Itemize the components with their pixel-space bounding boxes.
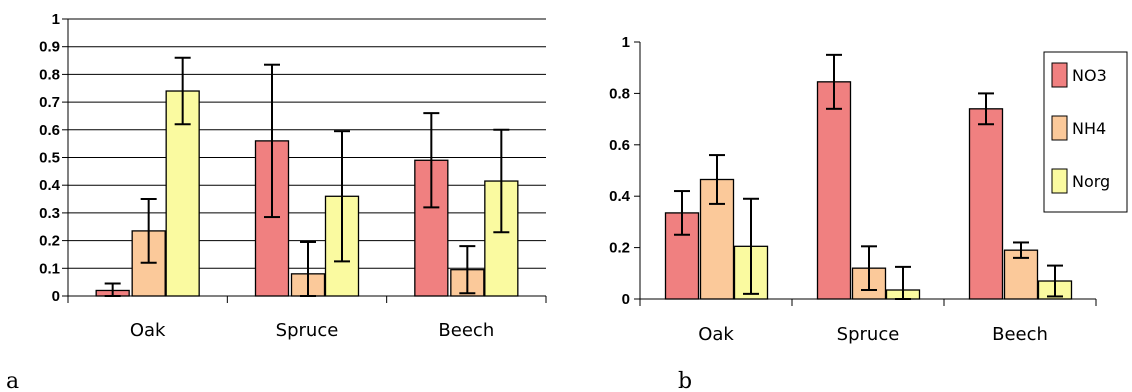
y-tick-label: 1 [52, 11, 60, 28]
y-tick-label: 0.8 [39, 66, 60, 83]
bar-no3-beech [968, 108, 1004, 300]
x-category-label: Beech [992, 324, 1048, 345]
y-tick-label: 1 [622, 34, 630, 51]
y-tick-label: 0.6 [609, 137, 630, 154]
legend-swatch-no3 [1051, 62, 1068, 88]
x-category-label: Beech [438, 320, 494, 341]
chart-b: 0 0.2 0.4 0.6 0.8 1 Oak Spruce Beech NO3 NH4 Norg [609, 34, 1128, 345]
y-tick-label: 0.5 [39, 150, 60, 167]
bar-no3-spruce [816, 81, 852, 300]
y-tick-label: 0 [622, 291, 630, 308]
y-tick-label: 0.4 [609, 188, 631, 205]
panel-label-b: b [678, 369, 692, 392]
x-category-label: Oak [130, 320, 166, 341]
y-tick-label: 0.3 [39, 205, 60, 222]
legend-label-no3: NO3 [1072, 66, 1107, 85]
y-tick-label: 0.9 [39, 39, 60, 56]
legend-swatch-nh4 [1051, 115, 1068, 141]
y-tick-label: 0.2 [609, 240, 630, 257]
y-tick-label: 0 [52, 288, 60, 305]
legend-label-nh4: NH4 [1072, 119, 1106, 138]
y-tick-label: 0.8 [609, 85, 630, 102]
y-tick-label: 0.7 [39, 94, 60, 111]
y-tick-label: 0.1 [39, 260, 60, 277]
y-tick-label: 0.2 [39, 233, 60, 250]
x-category-label: Spruce [837, 324, 900, 345]
chart-a: 0 0.1 0.2 0.3 0.4 0.5 0.6 0.7 0.8 0.9 1 Oak Spruce Be… [39, 11, 547, 341]
y-tick-label: 0.6 [39, 122, 60, 139]
panel-label-a: a [6, 369, 19, 392]
legend-label-norg: Norg [1072, 172, 1110, 191]
x-category-label: Oak [698, 324, 734, 345]
y-tick-label: 0.4 [39, 177, 61, 194]
legend-swatch-norg [1051, 168, 1068, 194]
x-category-label: Spruce [276, 320, 339, 341]
